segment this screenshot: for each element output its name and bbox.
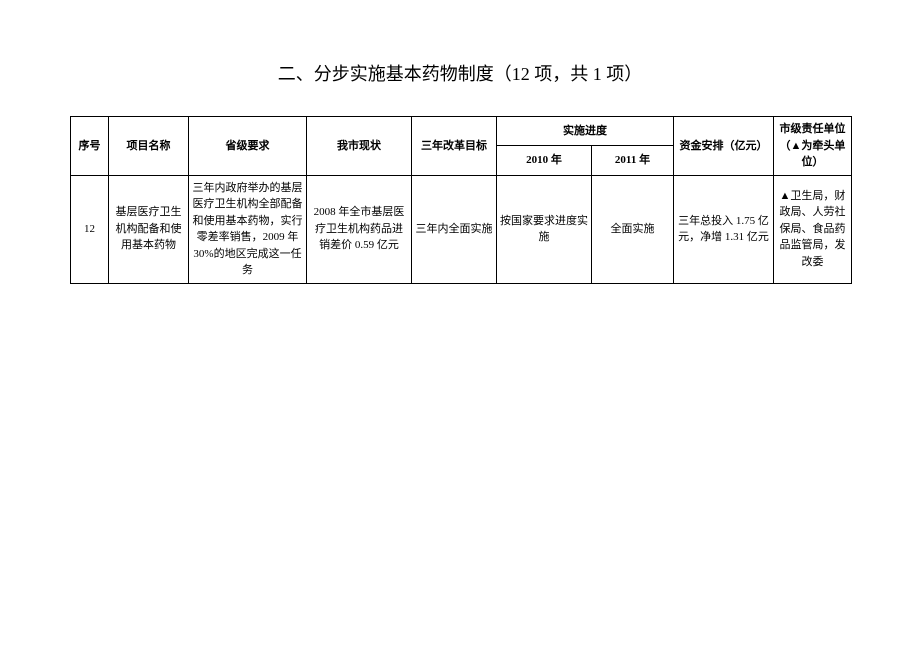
- col-prov: 省级要求: [189, 117, 307, 176]
- cell-resp: ▲卫生局，财政局、人劳社保局、食品药品监管局，发改委: [774, 175, 852, 283]
- cell-target: 三年内全面实施: [412, 175, 497, 283]
- cell-y2010: 按国家要求进度实施: [497, 175, 592, 283]
- policy-table: 序号 项目名称 省级要求 我市现状 三年改革目标 实施进度 资金安排（亿元） 市…: [70, 116, 852, 284]
- table-row: 12 基层医疗卫生机构配备和使用基本药物 三年内政府举办的基层医疗卫生机构全部配…: [71, 175, 852, 283]
- cell-name: 基层医疗卫生机构配备和使用基本药物: [109, 175, 189, 283]
- cell-y2011: 全面实施: [592, 175, 674, 283]
- section-title: 二、分步实施基本药物制度（12 项，共 1 项）: [70, 60, 850, 86]
- table-body: 12 基层医疗卫生机构配备和使用基本药物 三年内政府举办的基层医疗卫生机构全部配…: [71, 175, 852, 283]
- cell-status: 2008 年全市基层医疗卫生机构药品进销差价 0.59 亿元: [307, 175, 412, 283]
- header-row-1: 序号 项目名称 省级要求 我市现状 三年改革目标 实施进度 资金安排（亿元） 市…: [71, 117, 852, 146]
- col-progress: 实施进度: [497, 117, 674, 146]
- col-target: 三年改革目标: [412, 117, 497, 176]
- col-status: 我市现状: [307, 117, 412, 176]
- col-seq: 序号: [71, 117, 109, 176]
- col-y2010: 2010 年: [497, 146, 592, 175]
- cell-fund: 三年总投入 1.75 亿元，净增 1.31 亿元: [674, 175, 774, 283]
- col-resp: 市级责任单位（▲为牵头单位）: [774, 117, 852, 176]
- col-fund: 资金安排（亿元）: [674, 117, 774, 176]
- table-header: 序号 项目名称 省级要求 我市现状 三年改革目标 实施进度 资金安排（亿元） 市…: [71, 117, 852, 176]
- cell-prov: 三年内政府举办的基层医疗卫生机构全部配备和使用基本药物，实行零差率销售，2009…: [189, 175, 307, 283]
- col-y2011: 2011 年: [592, 146, 674, 175]
- document-page: 二、分步实施基本药物制度（12 项，共 1 项） 序号 项目名称 省级要求 我市…: [0, 0, 920, 284]
- col-name: 项目名称: [109, 117, 189, 176]
- cell-seq: 12: [71, 175, 109, 283]
